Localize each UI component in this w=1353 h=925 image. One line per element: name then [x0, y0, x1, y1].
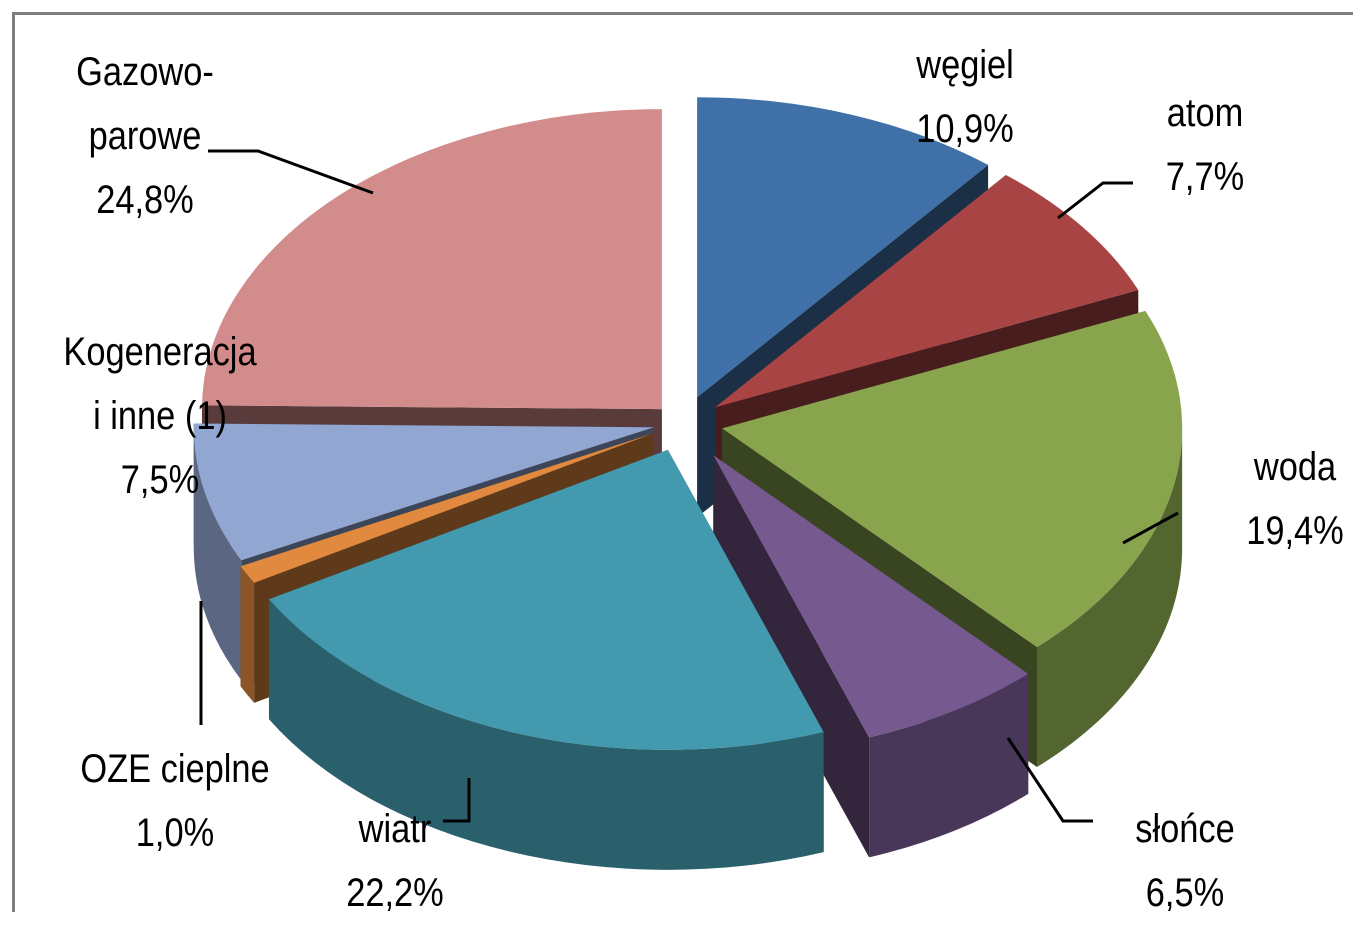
- label-wiatr-name: wiatr: [358, 807, 432, 851]
- pie-chart: [193, 97, 1183, 870]
- label-slonce-name: słońce: [1135, 807, 1235, 851]
- slice-rim-oze-cieplne: [240, 566, 255, 703]
- slice-gazowo-parowe: [201, 109, 662, 410]
- leader-line-atom: [1057, 181, 1133, 220]
- label-kogeneracja-line1: Kogeneracja: [63, 330, 257, 374]
- label-kogeneracja-value: 7,5%: [120, 458, 200, 502]
- slice-oze-cieplne: [240, 433, 654, 583]
- label-woda: woda 19,4%: [1226, 435, 1353, 563]
- slice-rim-wiatr: [268, 599, 824, 870]
- label-gazowo-parowe-value: 24,8%: [96, 178, 194, 222]
- slice-rim-slonce: [869, 673, 1029, 858]
- label-kogeneracja-line2: i inne (1): [93, 394, 227, 438]
- label-oze-cieplne-value: 1,0%: [135, 811, 215, 855]
- label-oze-cieplne: OZE cieplne 1,0%: [55, 737, 296, 865]
- label-gazowo-parowe-line2: parowe: [88, 114, 202, 158]
- chart-frame: węgiel 10,9% atom 7,7% woda 19,4% słońce…: [12, 12, 1353, 915]
- label-woda-value: 19,4%: [1246, 509, 1344, 553]
- slice-atom: [714, 175, 1139, 408]
- label-oze-cieplne-name: OZE cieplne: [80, 747, 270, 791]
- leader-line-slonce: [1006, 737, 1093, 823]
- label-kogeneracja: Kogeneracja i inne (1) 7,5%: [40, 320, 281, 512]
- label-atom-value: 7,7%: [1165, 155, 1245, 199]
- label-wegiel-value: 10,9%: [916, 107, 1014, 151]
- slice-rim-kogeneracja: [193, 427, 242, 681]
- label-atom: atom 7,7%: [1119, 81, 1291, 209]
- slice-rim-woda: [1037, 428, 1183, 768]
- slice-kogeneracja: [193, 423, 654, 561]
- slice-wiatr: [268, 449, 824, 750]
- slice-slonce: [713, 455, 1029, 738]
- label-wegiel: węgiel 10,9%: [879, 33, 1051, 161]
- leader-lines: [199, 149, 1179, 823]
- label-atom-name: atom: [1166, 91, 1244, 135]
- label-slonce-value: 6,5%: [1145, 871, 1225, 915]
- label-gazowo-parowe: Gazowo- parowe 24,8%: [42, 40, 248, 232]
- label-slonce: słońce 6,5%: [1099, 797, 1271, 925]
- leader-line-wiatr: [443, 778, 471, 823]
- slice-wall-slonce-1: [713, 455, 870, 858]
- slice-wegiel: [697, 97, 989, 398]
- label-gazowo-parowe-line1: Gazowo-: [76, 50, 214, 94]
- pie-tops: [193, 97, 1183, 750]
- label-wiatr: wiatr 22,2%: [318, 797, 473, 925]
- leader-line-woda: [1122, 511, 1179, 545]
- leader-line-gazowo-parowe: [208, 149, 374, 195]
- label-wiatr-value: 22,2%: [346, 871, 444, 915]
- label-woda-name: woda: [1253, 445, 1337, 489]
- slice-woda: [722, 310, 1183, 648]
- label-wegiel-name: węgiel: [916, 43, 1014, 87]
